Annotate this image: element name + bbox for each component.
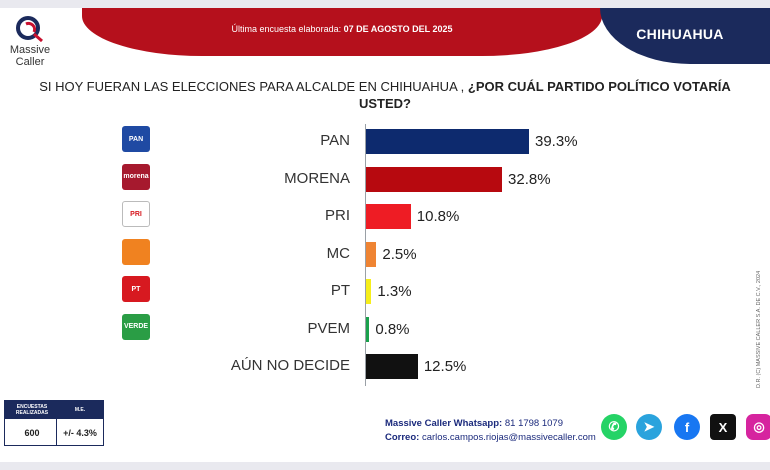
bar [366, 129, 529, 154]
banner-date: 07 DE AGOSTO DEL 2025 [343, 24, 453, 34]
chart-row: VERDE PVEM 0.8% [0, 308, 740, 344]
contact-email: Correo: carlos.campos.riojas@massivecall… [385, 432, 596, 443]
category-label: PAN [320, 132, 350, 149]
chart-row: PT PT 1.3% [0, 270, 740, 306]
chart-row: MC 2.5% [0, 233, 740, 269]
value-label: 12.5% [423, 358, 467, 375]
instagram-icon[interactable]: ◎ [746, 414, 770, 440]
value-label: 2.5% [382, 245, 417, 263]
bar [366, 166, 503, 192]
banner-prefix: Última encuesta elaborada: [231, 24, 344, 34]
header-banner [82, 8, 602, 56]
question-plain: SI HOY FUERAN LAS ELECCIONES PARA ALCALD… [39, 79, 468, 94]
pan-logo-icon: PAN [122, 126, 150, 152]
category-label: PVEM [307, 319, 350, 337]
category-label: PT [330, 282, 350, 299]
logo-mark-icon [16, 16, 43, 42]
chart-row: morena MORENA 32.8% [0, 158, 740, 194]
email-label: Correo: [385, 432, 420, 443]
whatsapp-label: Massive Caller Whatsapp: [385, 418, 503, 429]
stats-margin-header: M.E. [74, 407, 86, 413]
stats-header [5, 401, 103, 419]
x-icon[interactable]: X [710, 414, 736, 440]
category-label: PRI [324, 207, 350, 224]
pt-logo-icon: PT [122, 276, 150, 302]
value-label: 39.3% [535, 133, 578, 150]
value-label: 10.8% [416, 208, 460, 225]
bar [366, 204, 411, 229]
facebook-icon[interactable]: f [674, 414, 700, 440]
chart-row: AÚN NO DECIDE 12.5% [0, 345, 740, 381]
stats-surveys-value: 600 [24, 428, 40, 438]
state-name: CHIHUAHUA [636, 26, 724, 42]
bar [366, 354, 418, 379]
telegram-icon[interactable]: ➤ [636, 414, 662, 440]
massive-caller-logo: Massive Caller [6, 14, 54, 74]
question-title: SI HOY FUERAN LAS ELECCIONES PARA ALCALD… [20, 78, 750, 112]
bar-chart: PAN PAN 39.3% morena MORENA 32.8% PRI PRI 10.8% M… [0, 120, 740, 390]
bar [366, 241, 377, 267]
chart-axis [365, 124, 366, 386]
banner-text: Última encuesta elaborada: 07 DE AGOSTO … [82, 24, 602, 34]
stats-surveys-header: ENCUESTAS REALIZADAS [15, 404, 49, 416]
top-strip [0, 0, 770, 8]
pri-logo-icon: PRI [122, 201, 150, 227]
stats-divider [56, 419, 57, 445]
stats-margin-value: +/- 4.3% [63, 428, 97, 438]
bar [366, 316, 370, 342]
value-label: 32.8% [508, 170, 551, 188]
logo-text-line1: Massive [9, 44, 51, 56]
whatsapp-icon[interactable]: ✆ [601, 414, 627, 440]
whatsapp-number: 81 1798 1079 [502, 418, 563, 429]
value-label: 1.3% [377, 283, 412, 300]
mc-logo-icon [122, 238, 150, 265]
chart-row: PAN PAN 39.3% [0, 120, 740, 156]
stats-box: ENCUESTAS REALIZADAS M.E. 600 +/- 4.3% [4, 400, 104, 446]
copyright-note: D.R. (C) MASSIVE CALLER S.A. DE C.V., 20… [756, 270, 762, 388]
bar [366, 279, 372, 304]
category-label: MC [326, 244, 350, 262]
chart-row: PRI PRI 10.8% [0, 195, 740, 231]
email-address: carlos.campos.riojas@massivecaller.com [419, 432, 596, 443]
category-label: MORENA [284, 169, 350, 187]
contact-whatsapp: Massive Caller Whatsapp: 81 1798 1079 [385, 418, 563, 429]
value-label: 0.8% [375, 320, 410, 338]
footer-strip [0, 462, 770, 470]
logo-text-line2: Caller [15, 56, 45, 68]
pvem-logo-icon: VERDE [122, 313, 150, 340]
morena-logo-icon: morena [122, 163, 150, 190]
question-bold: ¿POR CUÁL PARTIDO POLÍTICO VOTARÍA USTED… [359, 79, 731, 111]
category-label: AÚN NO DECIDE [230, 357, 350, 374]
